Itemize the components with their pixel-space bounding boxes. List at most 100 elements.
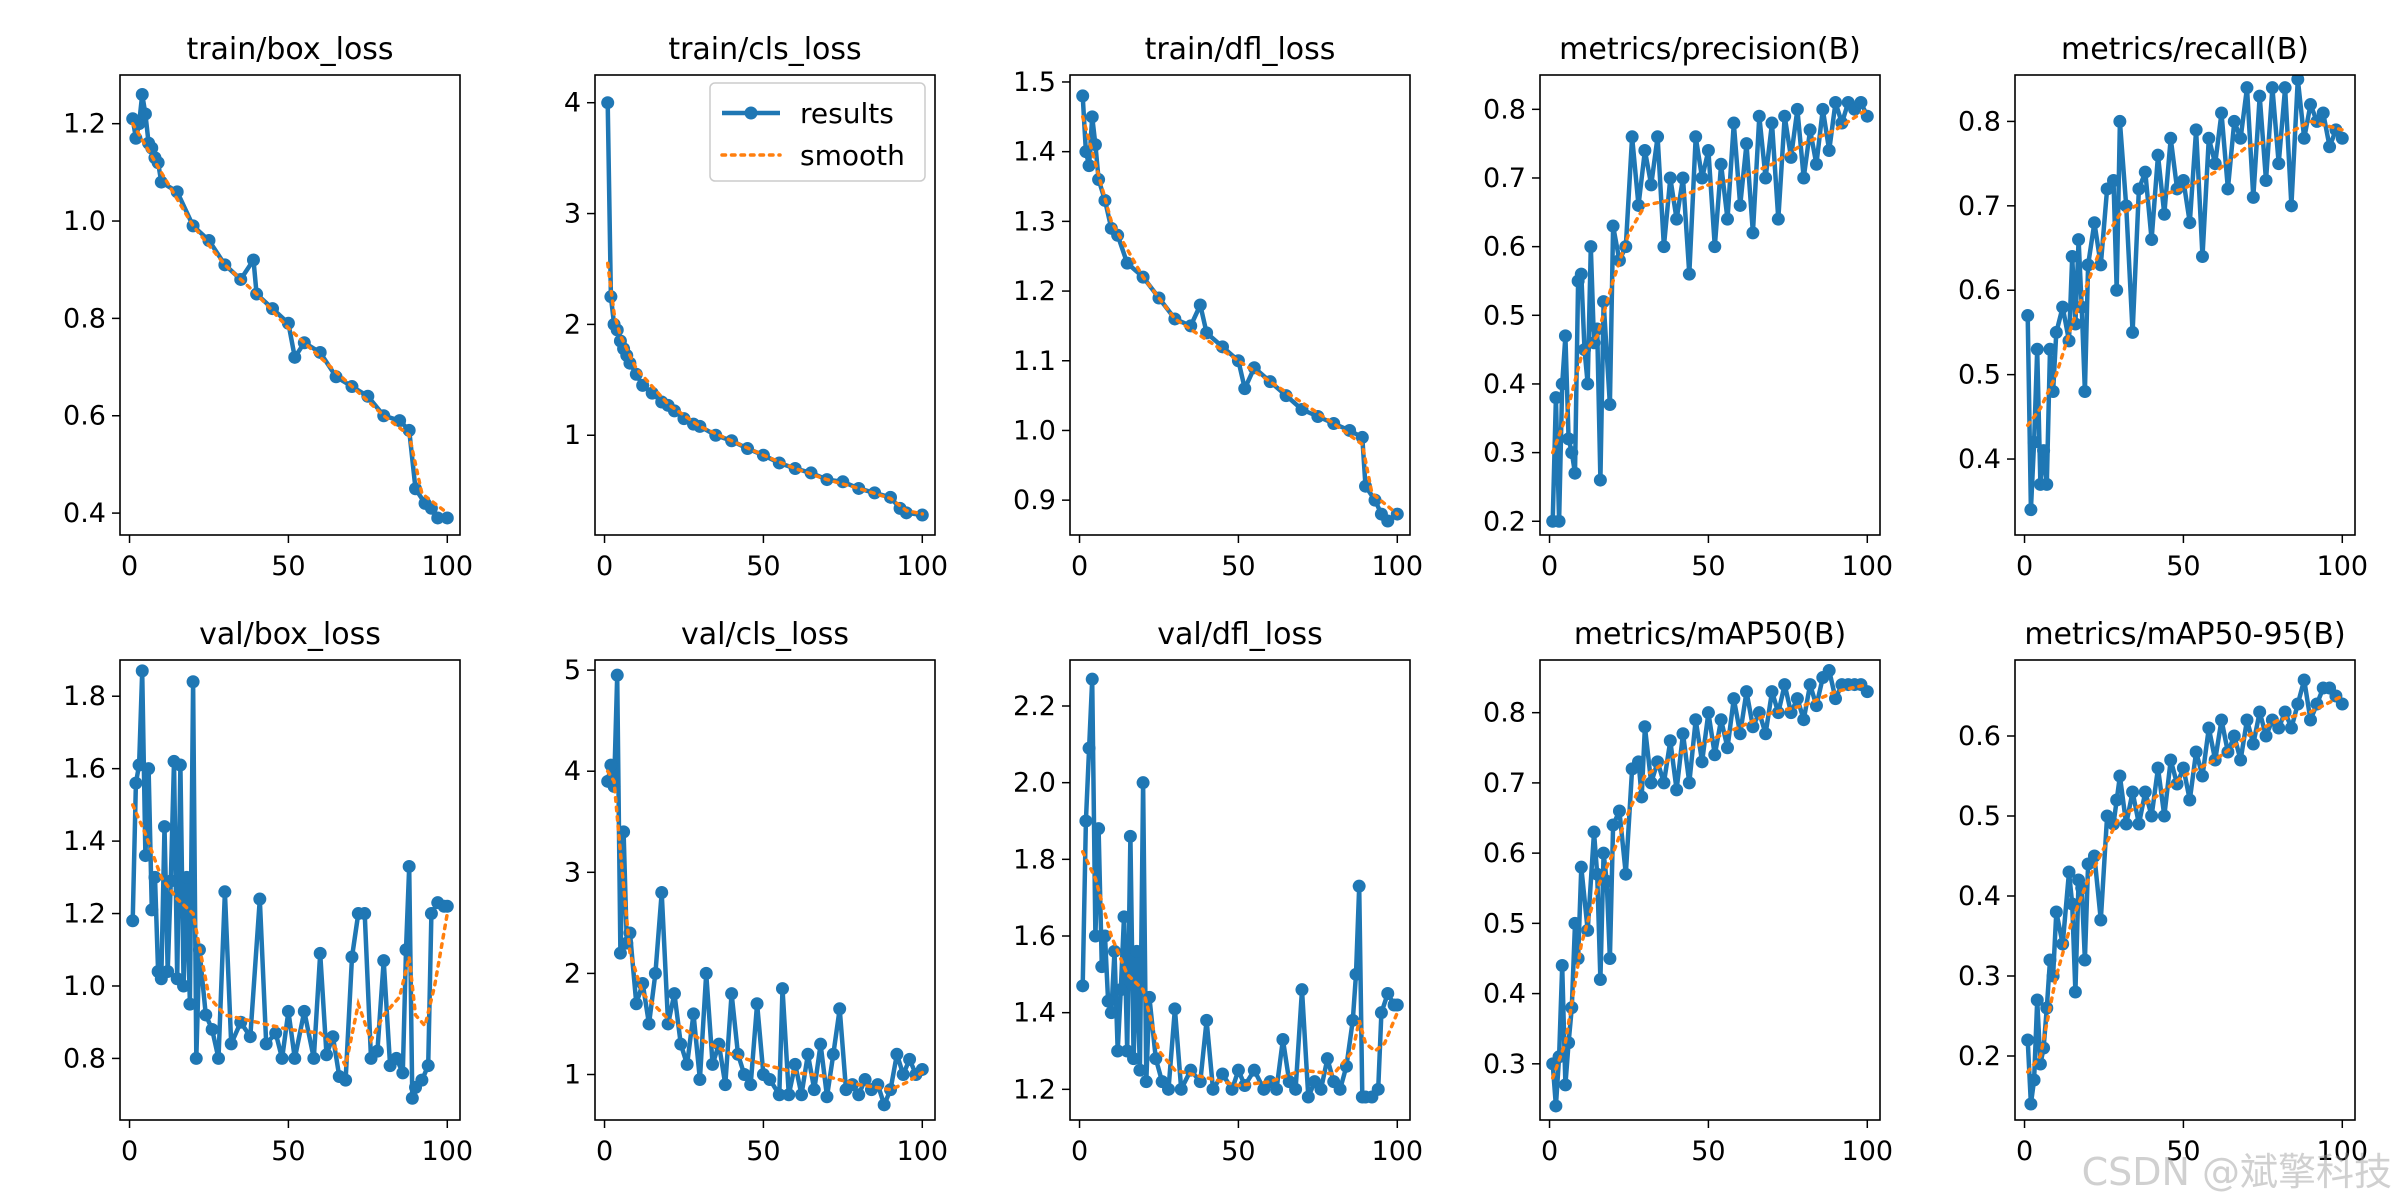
results-point — [763, 1073, 777, 1087]
results-point — [667, 987, 681, 1001]
results-point — [2145, 233, 2159, 247]
results-point — [409, 482, 423, 496]
results-point — [269, 1026, 283, 1040]
results-point — [424, 907, 438, 921]
plot-area — [601, 668, 929, 1112]
results-point — [2253, 705, 2267, 719]
results-point — [2027, 1073, 2041, 1087]
y-tick-label: 0.4 — [1483, 369, 1526, 400]
y-tick-label: 0.8 — [63, 303, 106, 334]
y-tick-label: 0.6 — [63, 401, 106, 432]
results-point — [645, 386, 659, 400]
results-point — [2202, 721, 2216, 735]
results-point — [1289, 1082, 1303, 1096]
results-point — [2183, 793, 2197, 807]
results-point — [1593, 973, 1607, 987]
results-point — [1765, 116, 1779, 130]
subplot-title: train/cls_loss — [668, 32, 861, 67]
results-point — [1816, 102, 1830, 116]
results-point — [1625, 130, 1639, 144]
y-tick-label: 0.3 — [1483, 438, 1526, 469]
results-point — [1247, 1063, 1261, 1077]
results-point — [1695, 755, 1709, 769]
results-point — [1676, 171, 1690, 185]
y-tick-label: 0.8 — [63, 1043, 106, 1074]
results-point — [623, 356, 637, 370]
results-point — [2065, 249, 2079, 263]
y-tick-label: 0.4 — [1958, 444, 2001, 475]
y-tick-label: 1.2 — [63, 899, 106, 930]
axes-frame — [594, 74, 936, 536]
results-point — [604, 290, 618, 304]
results-point — [1371, 1082, 1385, 1096]
results-point — [833, 1002, 847, 1016]
results-point — [2259, 174, 2273, 188]
legend-smooth-label: smooth — [800, 139, 905, 172]
results-point — [281, 1004, 295, 1018]
x-tick-label: 100 — [422, 1136, 474, 1167]
results-point — [2081, 258, 2095, 272]
results-point — [2132, 817, 2146, 831]
results-point — [1149, 1052, 1163, 1066]
results-point — [1597, 846, 1611, 860]
smooth-series-line — [2025, 694, 2345, 1074]
results-point — [1193, 1075, 1207, 1089]
y-tick-label: 0.4 — [1483, 979, 1526, 1010]
results-point — [674, 1037, 688, 1051]
results-point — [2043, 953, 2057, 967]
results-point — [2021, 309, 2035, 323]
results-point — [421, 1059, 435, 1073]
y-tick-label: 0.5 — [1483, 300, 1526, 331]
results-point — [1720, 212, 1734, 226]
results-point — [1803, 123, 1817, 137]
y-tick-label: 1.0 — [63, 206, 106, 237]
results-point — [2246, 190, 2260, 204]
subplot-5: val/box_loss 0 50 100 0.8 1.0 1.2 1.4 1.6 1.8 — [63, 617, 473, 1167]
results-point — [1076, 89, 1090, 103]
results-point — [2259, 729, 2273, 743]
results-point — [1101, 994, 1115, 1008]
results-point — [2272, 157, 2286, 171]
results-point — [699, 966, 713, 980]
results-point — [2037, 444, 2051, 458]
results-point — [2335, 697, 2349, 711]
y-tick-label: 1.2 — [1013, 1074, 1056, 1105]
results-point — [2278, 81, 2292, 95]
results-point — [693, 1073, 707, 1087]
y-tick-label: 0.6 — [1483, 838, 1526, 869]
results-point — [1193, 298, 1207, 312]
results-point — [2183, 216, 2197, 230]
results-point — [1381, 987, 1395, 1000]
results-point — [1682, 776, 1696, 790]
results-point — [601, 96, 615, 110]
results-point — [288, 1051, 302, 1065]
results-point — [431, 511, 445, 525]
results-point — [2284, 721, 2298, 735]
results-point — [2046, 385, 2060, 399]
results-point — [1301, 1090, 1315, 1104]
results-point — [1638, 144, 1652, 158]
subplot-7: val/dfl_loss 0 50 100 1.2 1.4 1.6 1.8 2.0 2.2 — [1013, 617, 1423, 1167]
results-point — [607, 779, 621, 793]
results-point — [1127, 1052, 1141, 1066]
results-point — [1082, 159, 1096, 173]
results-point — [1797, 713, 1811, 727]
results-point — [1829, 692, 1843, 706]
y-tick-label: 0.6 — [1958, 275, 2001, 306]
results-point — [2027, 435, 2041, 449]
results-point — [2297, 673, 2311, 687]
results-point — [1314, 1082, 1328, 1096]
plot-area — [1546, 664, 1874, 1113]
results-point — [2227, 729, 2241, 743]
results-point — [440, 511, 454, 525]
results-point — [661, 1017, 675, 1031]
results-point — [1854, 95, 1868, 109]
results-point — [1549, 391, 1563, 405]
results-point — [1720, 741, 1734, 755]
results-point — [2272, 721, 2286, 735]
y-tick-label: 0.3 — [1958, 961, 2001, 992]
x-tick-label: 50 — [271, 1136, 305, 1167]
results-point — [2202, 131, 2216, 145]
y-tick-label: 1.4 — [1013, 137, 1056, 168]
